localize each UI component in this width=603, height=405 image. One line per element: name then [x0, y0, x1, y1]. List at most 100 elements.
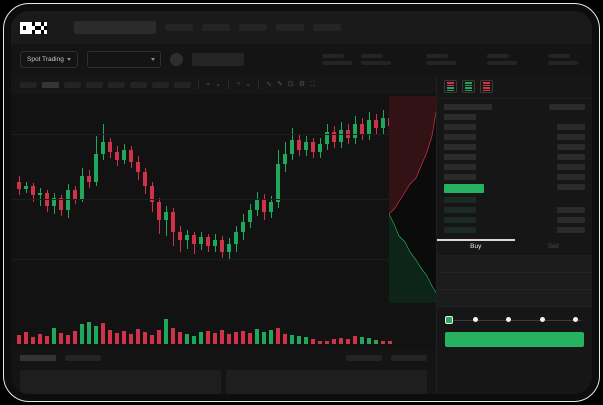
chart-gridline [11, 199, 436, 200]
orderbook-price-cell [444, 114, 476, 120]
timeframe-2[interactable] [42, 81, 59, 88]
volume-bar [262, 332, 266, 344]
compare-icon[interactable]: ⑂ [236, 81, 241, 88]
volume-bar [178, 332, 182, 344]
timeframe-8[interactable] [174, 81, 191, 88]
orderbook-row[interactable] [444, 124, 585, 130]
orderbook-bids-icon[interactable] [462, 80, 475, 93]
last-price-value [191, 53, 244, 66]
orderbook-asks-icon[interactable] [480, 80, 493, 93]
orderbook-row[interactable] [444, 104, 585, 110]
volume-bar [38, 334, 42, 344]
slider-node-75[interactable] [540, 317, 545, 322]
candle-body [143, 172, 147, 186]
volume-bar [381, 341, 385, 344]
buy-sell-tabs: Buy Sell [437, 239, 592, 256]
timeframe-5[interactable] [108, 81, 125, 88]
indicators-icon[interactable]: ⌁ [206, 81, 211, 88]
tab-open-orders[interactable] [20, 355, 56, 361]
pair-select[interactable] [86, 51, 161, 68]
spot-trading-dropdown[interactable]: Spot Trading [20, 51, 78, 68]
candle-body [255, 199, 259, 210]
place-buy-order-button[interactable] [445, 332, 584, 347]
timeframe-6[interactable] [130, 81, 147, 88]
volume-bar [367, 338, 371, 344]
fullscreen-icon[interactable]: ⛶ [310, 81, 315, 88]
search-input[interactable] [74, 21, 156, 34]
orderbook-price-cell [444, 144, 476, 150]
nav-item-1[interactable] [165, 24, 193, 31]
volume-bar [304, 337, 308, 344]
candle-body [52, 198, 56, 206]
slider-node-100[interactable] [573, 317, 578, 322]
candle-body [136, 162, 140, 172]
candle-body [353, 124, 357, 138]
order-total-input[interactable] [437, 290, 592, 307]
price-chart[interactable] [11, 94, 436, 350]
candle-body [38, 193, 42, 195]
orderbook-row[interactable] [444, 114, 585, 120]
line-style-icon[interactable]: ∿ [266, 81, 273, 88]
candle-body [185, 235, 189, 240]
orderbook-rows[interactable] [437, 99, 592, 233]
timeframe-4[interactable] [86, 81, 103, 88]
volume-bar [283, 334, 287, 344]
volume-bar [122, 331, 126, 344]
nav-item-3[interactable] [239, 24, 267, 31]
orderbook-row[interactable] [444, 207, 585, 213]
candle-body [374, 120, 378, 128]
orders-action-1[interactable] [346, 355, 382, 361]
candle-body [381, 118, 385, 128]
volume-bar [353, 336, 357, 344]
orderbook-row[interactable] [444, 184, 585, 193]
orders-skeleton-panels [11, 361, 436, 394]
timeframe-3[interactable] [64, 81, 81, 88]
instrument-bar: Spot Trading [11, 44, 592, 75]
orders-panel [11, 350, 436, 394]
nav-item-2[interactable] [202, 24, 230, 31]
toolbar-divider [228, 80, 230, 89]
volume-bar [297, 336, 301, 344]
orderbook-row[interactable] [444, 197, 585, 203]
volume-bar [269, 330, 273, 344]
orderbook-row[interactable] [444, 154, 585, 160]
tab-order-history[interactable] [65, 355, 101, 361]
orders-action-2[interactable] [391, 355, 427, 361]
chevron-down-icon[interactable]: ⌄ [215, 81, 222, 88]
settings-icon[interactable]: ⚙ [298, 81, 306, 88]
orderbook-row[interactable] [444, 164, 585, 170]
volume-bar [87, 322, 91, 344]
candle-body [269, 202, 273, 212]
chevron-down-icon[interactable]: ⌄ [245, 81, 252, 88]
orderbook-row[interactable] [444, 227, 585, 233]
camera-icon[interactable]: ⊡ [287, 81, 294, 88]
order-price-input[interactable] [437, 256, 592, 273]
candle-body [311, 142, 315, 152]
orderbook-size-cell [557, 227, 585, 233]
candle-body [339, 130, 343, 142]
slider-node-50[interactable] [506, 317, 511, 322]
candle-body [80, 176, 84, 199]
slider-handle[interactable] [445, 316, 453, 324]
pencil-icon[interactable]: ✎ [277, 81, 283, 88]
orderbook-row[interactable] [444, 174, 585, 180]
timeframe-7[interactable] [152, 81, 169, 88]
orderbook-row[interactable] [444, 217, 585, 223]
okx-logo-icon[interactable] [20, 21, 65, 34]
tab-buy[interactable]: Buy [437, 239, 515, 255]
nav-item-4[interactable] [276, 24, 304, 31]
orderbook-row[interactable] [444, 134, 585, 140]
orderbook-price-cell [444, 184, 484, 193]
volume-bar [73, 331, 77, 344]
timeframe-1[interactable] [20, 81, 37, 88]
nav-item-5[interactable] [313, 24, 341, 31]
order-amount-input[interactable] [437, 273, 592, 290]
amount-percent-slider[interactable] [445, 314, 584, 328]
chart-gridline [11, 134, 436, 135]
candle-body [178, 232, 182, 240]
slider-node-25[interactable] [473, 317, 478, 322]
orderbook-row[interactable] [444, 144, 585, 150]
orderbook-both-icon[interactable] [444, 80, 457, 93]
tab-sell[interactable]: Sell [547, 243, 559, 250]
candle-body [171, 212, 175, 232]
